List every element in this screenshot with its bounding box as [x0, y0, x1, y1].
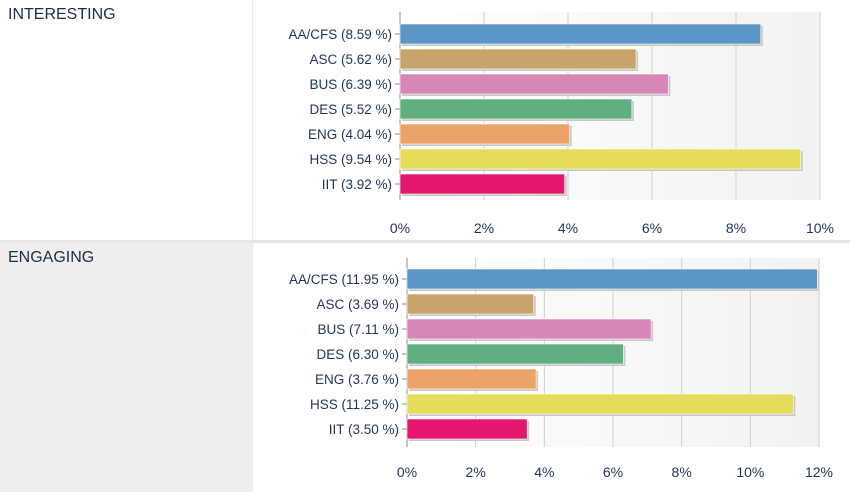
engaging-label-cell: ENGAGING	[0, 243, 252, 492]
engaging-bar-1	[406, 268, 818, 290]
interesting-category-label: DES (5.52 %)	[309, 102, 392, 117]
interesting-category-label: AA/CFS (8.59 %)	[288, 27, 392, 42]
engaging-category-label: HSS (11.25 %)	[310, 397, 399, 412]
engaging-tick-label: 4%	[534, 464, 554, 480]
interesting-category-label: ASC (5.62 %)	[309, 52, 392, 67]
engaging-title: ENGAGING	[8, 249, 95, 266]
interesting-tick-label: 8%	[726, 220, 746, 236]
interesting-category-label: HSS (9.54 %)	[309, 152, 392, 167]
engaging-category-label: ASC (3.69 %)	[316, 297, 399, 312]
interesting-chart: 0% 2% 4% 6% 8% 10% AA/CFS (8.59 %) ASC (5.62 %)…	[288, 12, 834, 236]
interesting-tick-label: 10%	[806, 220, 834, 236]
interesting-tick-label: 6%	[642, 220, 662, 236]
engaging-chart: 0% 2% 4% 6% 8% 10% 12% AA/CFS (11.95 %) ASC (3.6…	[289, 258, 833, 480]
interesting-bar-4	[399, 98, 633, 120]
engaging-tick-label: 6%	[603, 464, 623, 480]
engaging-tick-label: 12%	[805, 464, 833, 480]
engaging-tick-label: 8%	[672, 464, 692, 480]
engaging-category-label: DES (6.30 %)	[316, 347, 399, 362]
engaging-bar-2	[406, 293, 534, 315]
interesting-title: INTERESTING	[8, 6, 116, 23]
engaging-bar-3	[406, 318, 652, 340]
engaging-category-label: AA/CFS (11.95 %)	[289, 272, 399, 287]
engaging-bar-4	[406, 343, 624, 365]
engaging-category-label: IIT (3.50 %)	[329, 422, 399, 437]
engaging-bar-7	[406, 418, 528, 440]
interesting-bar-5	[399, 123, 570, 145]
interesting-bar-1	[399, 23, 762, 45]
interesting-bar-6	[399, 148, 801, 170]
interesting-tick-label: 2%	[474, 220, 494, 236]
engaging-tick-label: 2%	[466, 464, 486, 480]
interesting-label-cell: INTERESTING	[0, 0, 252, 240]
interesting-tick-label: 4%	[558, 220, 578, 236]
interesting-bar-2	[399, 48, 637, 70]
engaging-tick-label: 0%	[397, 464, 417, 480]
engaging-category-label: BUS (7.11 %)	[317, 322, 399, 337]
interesting-tick-label: 0%	[390, 220, 410, 236]
section-divider	[0, 240, 850, 243]
engaging-category-label: ENG (3.76 %)	[315, 372, 399, 387]
interesting-category-label: IIT (3.92 %)	[322, 177, 392, 192]
engaging-bar-5	[406, 368, 537, 390]
interesting-category-label: ENG (4.04 %)	[308, 127, 392, 142]
interesting-bar-7	[399, 173, 565, 195]
interesting-bar-3	[399, 73, 669, 95]
engaging-bar-6	[406, 393, 794, 415]
interesting-category-label: BUS (6.39 %)	[309, 77, 392, 92]
engaging-tick-label: 10%	[736, 464, 764, 480]
